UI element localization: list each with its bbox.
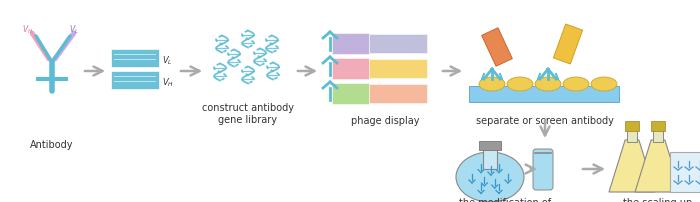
Text: Antibody: Antibody <box>30 139 74 149</box>
FancyBboxPatch shape <box>651 121 665 131</box>
Ellipse shape <box>507 78 533 92</box>
FancyBboxPatch shape <box>483 147 497 169</box>
Text: phage display: phage display <box>351 115 419 125</box>
Ellipse shape <box>479 78 505 92</box>
FancyBboxPatch shape <box>469 87 619 102</box>
FancyBboxPatch shape <box>111 50 159 68</box>
FancyBboxPatch shape <box>670 152 700 192</box>
FancyBboxPatch shape <box>332 83 368 104</box>
FancyBboxPatch shape <box>653 129 663 142</box>
Ellipse shape <box>456 152 524 202</box>
FancyBboxPatch shape <box>625 121 639 131</box>
FancyBboxPatch shape <box>368 34 426 53</box>
Text: the scaling up
production of antibody: the scaling up production of antibody <box>603 197 700 202</box>
FancyBboxPatch shape <box>533 149 553 190</box>
Text: $V_H$: $V_H$ <box>162 76 174 89</box>
Text: construct antibody
gene library: construct antibody gene library <box>202 102 294 124</box>
FancyBboxPatch shape <box>368 59 426 78</box>
Polygon shape <box>635 140 681 192</box>
Text: separate or screen antibody: separate or screen antibody <box>476 115 614 125</box>
FancyBboxPatch shape <box>479 141 501 150</box>
Text: $V_L$: $V_L$ <box>69 24 79 36</box>
Text: $V_L$: $V_L$ <box>162 55 173 67</box>
FancyBboxPatch shape <box>111 72 159 89</box>
FancyBboxPatch shape <box>332 58 368 79</box>
Ellipse shape <box>535 78 561 92</box>
Ellipse shape <box>591 78 617 92</box>
FancyBboxPatch shape <box>332 33 368 54</box>
Polygon shape <box>609 140 655 192</box>
Polygon shape <box>554 25 582 65</box>
Text: the modification of
the separated antibody: the modification of the separated antibo… <box>448 197 562 202</box>
FancyBboxPatch shape <box>368 84 426 103</box>
Text: $V_H$: $V_H$ <box>22 24 34 36</box>
FancyBboxPatch shape <box>627 129 636 142</box>
Polygon shape <box>482 29 512 67</box>
Ellipse shape <box>563 78 589 92</box>
